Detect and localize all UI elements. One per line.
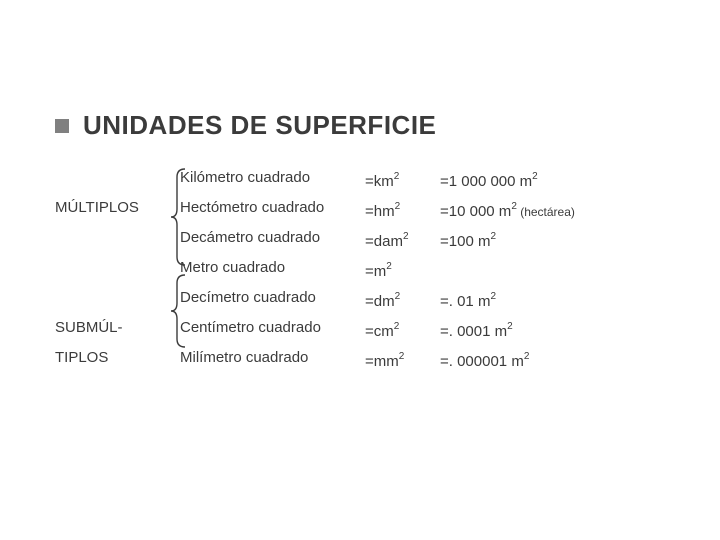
val-base: =. 0001 m bbox=[440, 323, 507, 340]
unit-value: =100 m2 bbox=[440, 225, 675, 255]
val-exp: 2 bbox=[524, 351, 530, 362]
unit-symbol: =dm2 bbox=[365, 285, 440, 315]
unit-symbol: =dam2 bbox=[365, 225, 440, 255]
unit-name: Decímetro cuadrado bbox=[180, 285, 365, 311]
sym-base: =cm bbox=[365, 323, 394, 340]
sym-exp: 2 bbox=[395, 291, 401, 302]
unit-symbol: =cm2 bbox=[365, 315, 440, 345]
title-row: UNIDADES DE SUPERFICIE bbox=[55, 110, 436, 141]
sym-exp: 2 bbox=[386, 261, 392, 272]
val-exp: 2 bbox=[490, 231, 496, 242]
sym-base: =mm bbox=[365, 353, 399, 370]
unit-value: =. 000001 m2 bbox=[440, 345, 675, 375]
sym-base: =dm bbox=[365, 293, 395, 310]
units-table: Kilómetro cuadrado =km2 =1 000 000 m2 MÚ… bbox=[55, 165, 675, 375]
unit-value: =10 000 m2 (hectárea) bbox=[440, 195, 675, 225]
sym-base: =dam bbox=[365, 233, 403, 250]
unit-value: =. 01 m2 bbox=[440, 285, 675, 315]
val-base: =100 m bbox=[440, 233, 490, 250]
unit-value: =. 0001 m2 bbox=[440, 315, 675, 345]
group-label-sub2: TIPLOS bbox=[55, 345, 180, 371]
bullet-icon bbox=[55, 119, 69, 133]
sym-exp: 2 bbox=[403, 231, 409, 242]
unit-value: =1 000 000 m2 bbox=[440, 165, 675, 195]
unit-name: Milímetro cuadrado bbox=[180, 345, 365, 371]
sym-base: =km bbox=[365, 173, 394, 190]
val-exp: 2 bbox=[507, 321, 513, 332]
val-note: (hectárea) bbox=[517, 205, 575, 219]
val-base: =. 01 m bbox=[440, 293, 490, 310]
table-row: TIPLOS Milímetro cuadrado =mm2 =. 000001… bbox=[55, 345, 675, 375]
unit-name: Centímetro cuadrado bbox=[180, 315, 365, 341]
table-row: Decámetro cuadrado =dam2 =100 m2 bbox=[55, 225, 675, 255]
val-base: =1 000 000 m bbox=[440, 173, 532, 190]
unit-name: Metro cuadrado bbox=[180, 255, 365, 281]
table-row: Metro cuadrado =m2 bbox=[55, 255, 675, 285]
table-row: MÚLTIPLOS Hectómetro cuadrado =hm2 =10 0… bbox=[55, 195, 675, 225]
val-base: =10 000 m bbox=[440, 203, 511, 220]
sym-base: =m bbox=[365, 263, 386, 280]
sym-base: =hm bbox=[365, 203, 395, 220]
val-base: =. 000001 m bbox=[440, 353, 524, 370]
sym-exp: 2 bbox=[394, 171, 400, 182]
unit-symbol: =hm2 bbox=[365, 195, 440, 225]
table-row: Kilómetro cuadrado =km2 =1 000 000 m2 bbox=[55, 165, 675, 195]
unit-symbol: =m2 bbox=[365, 255, 440, 285]
unit-symbol: =km2 bbox=[365, 165, 440, 195]
val-exp: 2 bbox=[490, 291, 496, 302]
sym-exp: 2 bbox=[394, 321, 400, 332]
sym-exp: 2 bbox=[399, 351, 405, 362]
unit-name: Decámetro cuadrado bbox=[180, 225, 365, 251]
group-label-sub1: SUBMÚL- bbox=[55, 315, 180, 341]
unit-name: Kilómetro cuadrado bbox=[180, 165, 365, 191]
table-row: Decímetro cuadrado =dm2 =. 01 m2 bbox=[55, 285, 675, 315]
group-label-multiples: MÚLTIPLOS bbox=[55, 195, 180, 221]
unit-name: Hectómetro cuadrado bbox=[180, 195, 365, 221]
slide: UNIDADES DE SUPERFICIE Kilómetro cuadrad… bbox=[0, 0, 720, 540]
unit-symbol: =mm2 bbox=[365, 345, 440, 375]
table-row: SUBMÚL- Centímetro cuadrado =cm2 =. 0001… bbox=[55, 315, 675, 345]
val-exp: 2 bbox=[532, 171, 538, 182]
val-exp: 2 bbox=[511, 201, 517, 212]
page-title: UNIDADES DE SUPERFICIE bbox=[83, 110, 436, 141]
sym-exp: 2 bbox=[395, 201, 401, 212]
